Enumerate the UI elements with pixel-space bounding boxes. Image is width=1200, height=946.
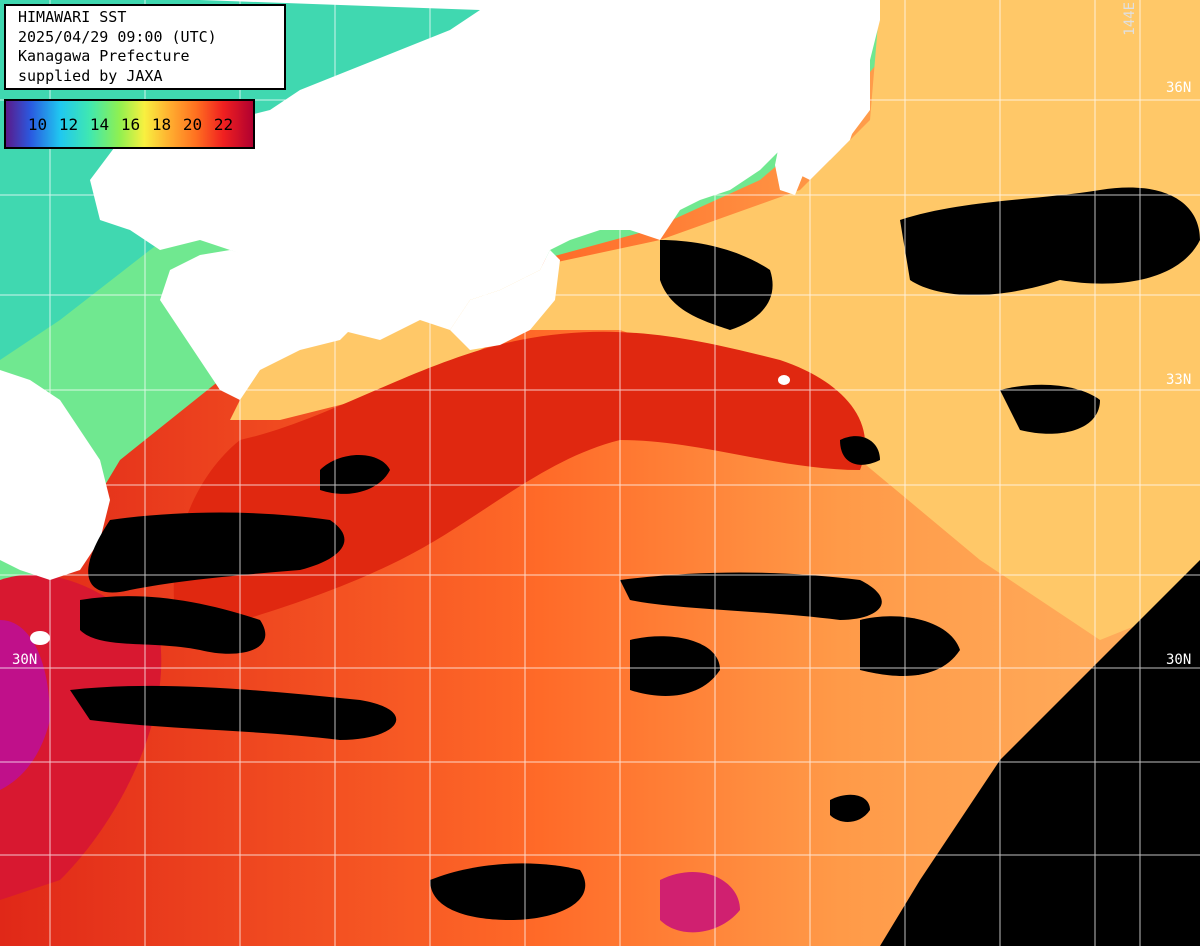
title-line-3: Kanagawa Prefecture: [18, 47, 190, 65]
cloud-band-west: [88, 512, 345, 593]
lat-label-30n-left: 30N: [12, 652, 38, 668]
land-izu: [775, 140, 805, 195]
legend-tick: 10: [27, 114, 48, 134]
legend-tick: 12: [58, 114, 79, 134]
title-line-1: HIMAWARI SST: [18, 8, 127, 26]
hot-eddy-south: [660, 871, 740, 933]
hottest-water-southwest: [0, 620, 50, 790]
hot-water-southwest: [0, 574, 162, 900]
cloud-middle-east: [620, 572, 882, 620]
cloud-kanto-south: [660, 240, 773, 330]
cloud-band-west-2: [80, 596, 266, 654]
cloud-south: [430, 863, 586, 920]
lon-label-144e: 144E: [1122, 2, 1138, 36]
cloud-small-sc: [830, 794, 870, 822]
legend-tick: 14: [89, 114, 110, 134]
cloud-band-middle: [70, 685, 397, 740]
land-chubu-kanto: [800, 0, 880, 160]
legend-tick: 16: [120, 114, 141, 134]
lat-label-33n: 33N: [1166, 372, 1192, 388]
cloud-southeast: [880, 560, 1200, 946]
cloud-east-2: [1000, 384, 1100, 434]
title-box: HIMAWARI SST 2025/04/29 09:00 (UTC) Kana…: [4, 4, 286, 90]
cloud-small-east: [840, 436, 880, 465]
color-legend: 10 12 14 16 18 20 22: [4, 99, 255, 149]
legend-tick: 22: [213, 114, 234, 134]
land-kyushu: [0, 370, 110, 580]
lat-label-36n: 36N: [1166, 80, 1192, 96]
legend-tick: 18: [151, 114, 172, 134]
lat-label-30n-right: 30N: [1166, 652, 1192, 668]
land-small-island-2: [778, 375, 790, 385]
title-line-2: 2025/04/29 09:00 (UTC): [18, 27, 217, 46]
land-honshu: [90, 0, 880, 340]
land-kii-peninsula: [450, 250, 560, 350]
cloud-shikoku-south: [320, 455, 390, 494]
cloud-east-1: [900, 187, 1200, 295]
cloud-east-3: [860, 616, 960, 676]
title-line-4: supplied by JAXA: [18, 66, 163, 85]
cloud-center: [630, 636, 720, 696]
land-small-island-1: [30, 631, 50, 645]
kuroshio-core: [173, 331, 866, 640]
land-shikoku: [160, 250, 360, 400]
legend-tick: 20: [182, 114, 203, 134]
